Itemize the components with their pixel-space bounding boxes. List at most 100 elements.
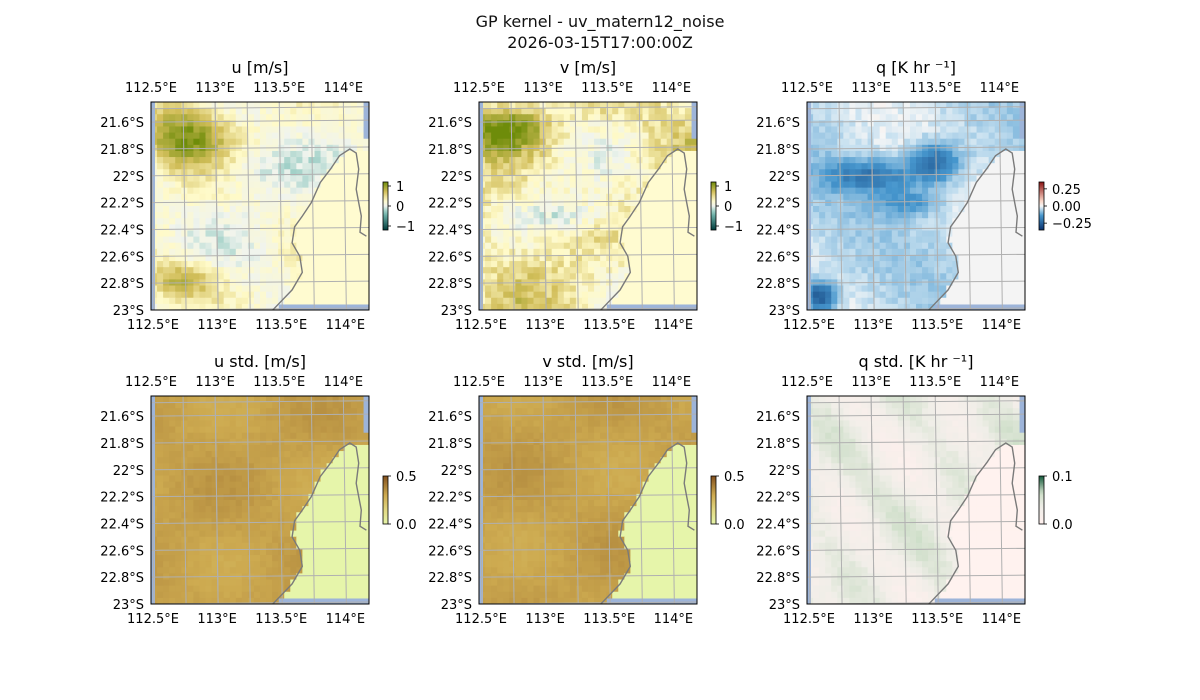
gridline-lon — [214, 102, 219, 310]
lon-tick-label-top: 114°E — [980, 81, 1020, 96]
colorbar-tick-label: 0.00 — [1052, 200, 1081, 215]
gridline-lat — [151, 547, 369, 551]
lon-tick-label-top: 112.5°E — [781, 81, 833, 96]
lat-tick-label: 21.8°S — [756, 437, 800, 452]
lat-tick-label: 22°S — [441, 170, 472, 185]
lon-tick-label-bottom: 113°E — [197, 612, 237, 627]
gridline-lat — [479, 413, 697, 417]
gridline-lon — [342, 396, 347, 604]
colorbar-tick-label: −1 — [396, 220, 415, 235]
lon-tick-label-bottom: 112.5°E — [455, 612, 507, 627]
gridline-lat — [807, 440, 1025, 444]
colorbar — [382, 475, 389, 525]
lat-tick-label: 21.6°S — [756, 116, 800, 131]
lon-tick-label-bottom: 113.5°E — [255, 318, 307, 333]
lon-tick-label-bottom: 112.5°E — [127, 318, 179, 333]
coastline — [928, 148, 1023, 310]
lat-tick-label: 23°S — [441, 598, 472, 613]
gridline-lon — [310, 396, 315, 604]
gridline-lon — [278, 396, 283, 604]
panel-frame — [806, 101, 1026, 311]
lon-tick-label-top: 113°E — [851, 375, 891, 390]
lat-tick-label: 23°S — [769, 304, 800, 319]
colorbar-tick-label: 0.25 — [1052, 183, 1081, 198]
lat-tick-label: 22°S — [113, 170, 144, 185]
gridline-lat — [807, 467, 1025, 471]
lon-tick-label-bottom: 112.5°E — [455, 318, 507, 333]
gridline-lon — [934, 396, 939, 604]
lon-tick-label-bottom: 113.5°E — [255, 612, 307, 627]
panel-title: u std. [m/s] — [214, 352, 306, 371]
lat-tick-label: 22.4°S — [756, 517, 800, 532]
map-panel: u [m/s]112.5°E112.5°E113°E113°E113.5°E11… — [100, 58, 415, 333]
gridline-lat — [479, 400, 697, 404]
lon-tick-label-bottom: 112.5°E — [783, 318, 835, 333]
gridline-lat — [151, 574, 369, 578]
lon-tick-label-top: 113.5°E — [909, 375, 961, 390]
lat-tick-label: 22.8°S — [756, 571, 800, 586]
lon-tick-label-top: 113°E — [195, 81, 235, 96]
lat-tick-label: 22.6°S — [756, 544, 800, 559]
gridline-lat — [807, 574, 1025, 578]
lat-tick-label: 21.6°S — [756, 410, 800, 425]
panel-frame — [478, 101, 698, 311]
gridline-lon — [278, 102, 283, 310]
panel-title: q std. [K hr ⁻¹] — [859, 352, 974, 371]
gridline-lat — [151, 520, 369, 524]
gridline-lat — [807, 226, 1025, 230]
colorbar-tick-label: 0.5 — [724, 470, 745, 485]
colorbar-tick-label: 0.0 — [724, 518, 745, 533]
gridline-lat — [807, 547, 1025, 551]
lat-tick-label: 22.6°S — [428, 544, 472, 559]
gridline-lat — [151, 119, 369, 123]
map-panel: u std. [m/s] 112.5°E 112.5°E 113°E 113°E 113.… — [100, 352, 416, 627]
gridline-lat — [151, 200, 369, 204]
gridline-lat — [807, 119, 1025, 123]
gridline-lat — [151, 494, 369, 498]
gridline-lon — [902, 396, 907, 604]
gridline-lon — [182, 396, 187, 604]
gridline-lon — [934, 102, 939, 310]
colorbar — [1038, 181, 1045, 231]
lat-tick-label: 22.8°S — [100, 277, 144, 292]
gridline-lon — [998, 102, 1003, 310]
coastline — [272, 148, 367, 310]
gridline-lat — [151, 440, 369, 444]
colorbar-tick-label: 1 — [724, 180, 732, 195]
lat-tick-label: 22.6°S — [756, 250, 800, 265]
colorbar — [1038, 475, 1045, 525]
gridline-lat — [479, 226, 697, 230]
gridline-lon — [182, 102, 187, 310]
gridline-lon — [870, 396, 875, 604]
lat-tick-label: 22.8°S — [428, 277, 472, 292]
gridline-lon — [606, 396, 611, 604]
panel-title: v [m/s] — [560, 58, 616, 77]
lat-tick-label: 22.6°S — [100, 544, 144, 559]
lon-tick-label-top: 112.5°E — [125, 81, 177, 96]
coastline — [272, 442, 367, 604]
lon-tick-label-bottom: 113°E — [525, 318, 565, 333]
gridline-lon — [870, 102, 875, 310]
lon-tick-label-top: 112.5°E — [453, 375, 505, 390]
gridline-lon — [510, 396, 515, 604]
gridline-lat — [479, 146, 697, 150]
lon-tick-label-top: 114°E — [652, 81, 692, 96]
lon-tick-label-bottom: 112.5°E — [127, 612, 179, 627]
lon-tick-label-bottom: 112.5°E — [783, 612, 835, 627]
lat-tick-label: 22.8°S — [428, 571, 472, 586]
gridline-lon — [606, 102, 611, 310]
gridline-lat — [151, 146, 369, 150]
coastline — [600, 442, 695, 604]
map-panel: q [K hr ⁻¹] 112.5°E 112.5°E 113°E 113°E 113.5… — [756, 58, 1092, 333]
figure-timestamp: 2026-03-15T17:00:00Z — [507, 33, 693, 52]
map-panel: v std. [m/s] 112.5°E 112.5°E 113°E 113°E 113.… — [428, 352, 744, 627]
lon-tick-label-bottom: 114°E — [982, 612, 1022, 627]
gridline-lon — [214, 396, 219, 604]
lon-tick-label-bottom: 113°E — [853, 318, 893, 333]
colorbar-tick-label: 1 — [396, 180, 404, 195]
gridline-lat — [151, 106, 369, 110]
lon-tick-label-top: 112.5°E — [125, 375, 177, 390]
gridline-lat — [479, 280, 697, 284]
lon-tick-label-bottom: 113.5°E — [911, 612, 963, 627]
lon-tick-label-top: 113°E — [851, 81, 891, 96]
